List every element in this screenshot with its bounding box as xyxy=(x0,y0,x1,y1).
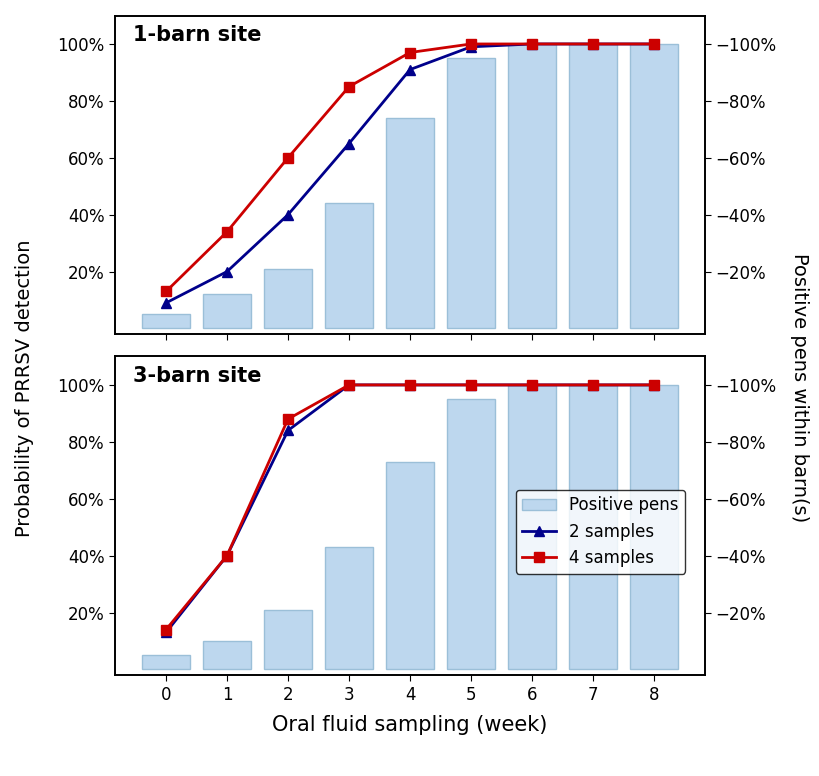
Bar xyxy=(568,385,617,670)
Bar xyxy=(324,203,373,328)
Bar xyxy=(142,655,190,670)
Bar xyxy=(507,385,556,670)
Bar xyxy=(629,44,677,328)
Bar xyxy=(263,268,312,328)
Bar xyxy=(446,399,495,670)
Bar xyxy=(385,118,434,328)
Bar xyxy=(507,44,556,328)
Text: Probability of PRRSV detection: Probability of PRRSV detection xyxy=(15,239,34,537)
Text: Positive pens within barn(s): Positive pens within barn(s) xyxy=(789,254,808,522)
Text: 1-barn site: 1-barn site xyxy=(133,25,260,45)
Bar xyxy=(142,314,190,328)
Bar xyxy=(446,58,495,328)
Bar xyxy=(202,641,251,670)
Bar xyxy=(568,44,617,328)
Bar xyxy=(263,610,312,670)
Text: 3-barn site: 3-barn site xyxy=(133,366,260,386)
Bar xyxy=(324,547,373,670)
X-axis label: Oral fluid sampling (week): Oral fluid sampling (week) xyxy=(272,715,547,735)
Bar xyxy=(202,294,251,328)
Legend: Positive pens, 2 samples, 4 samples: Positive pens, 2 samples, 4 samples xyxy=(515,490,684,573)
Bar xyxy=(629,385,677,670)
Bar xyxy=(385,462,434,670)
